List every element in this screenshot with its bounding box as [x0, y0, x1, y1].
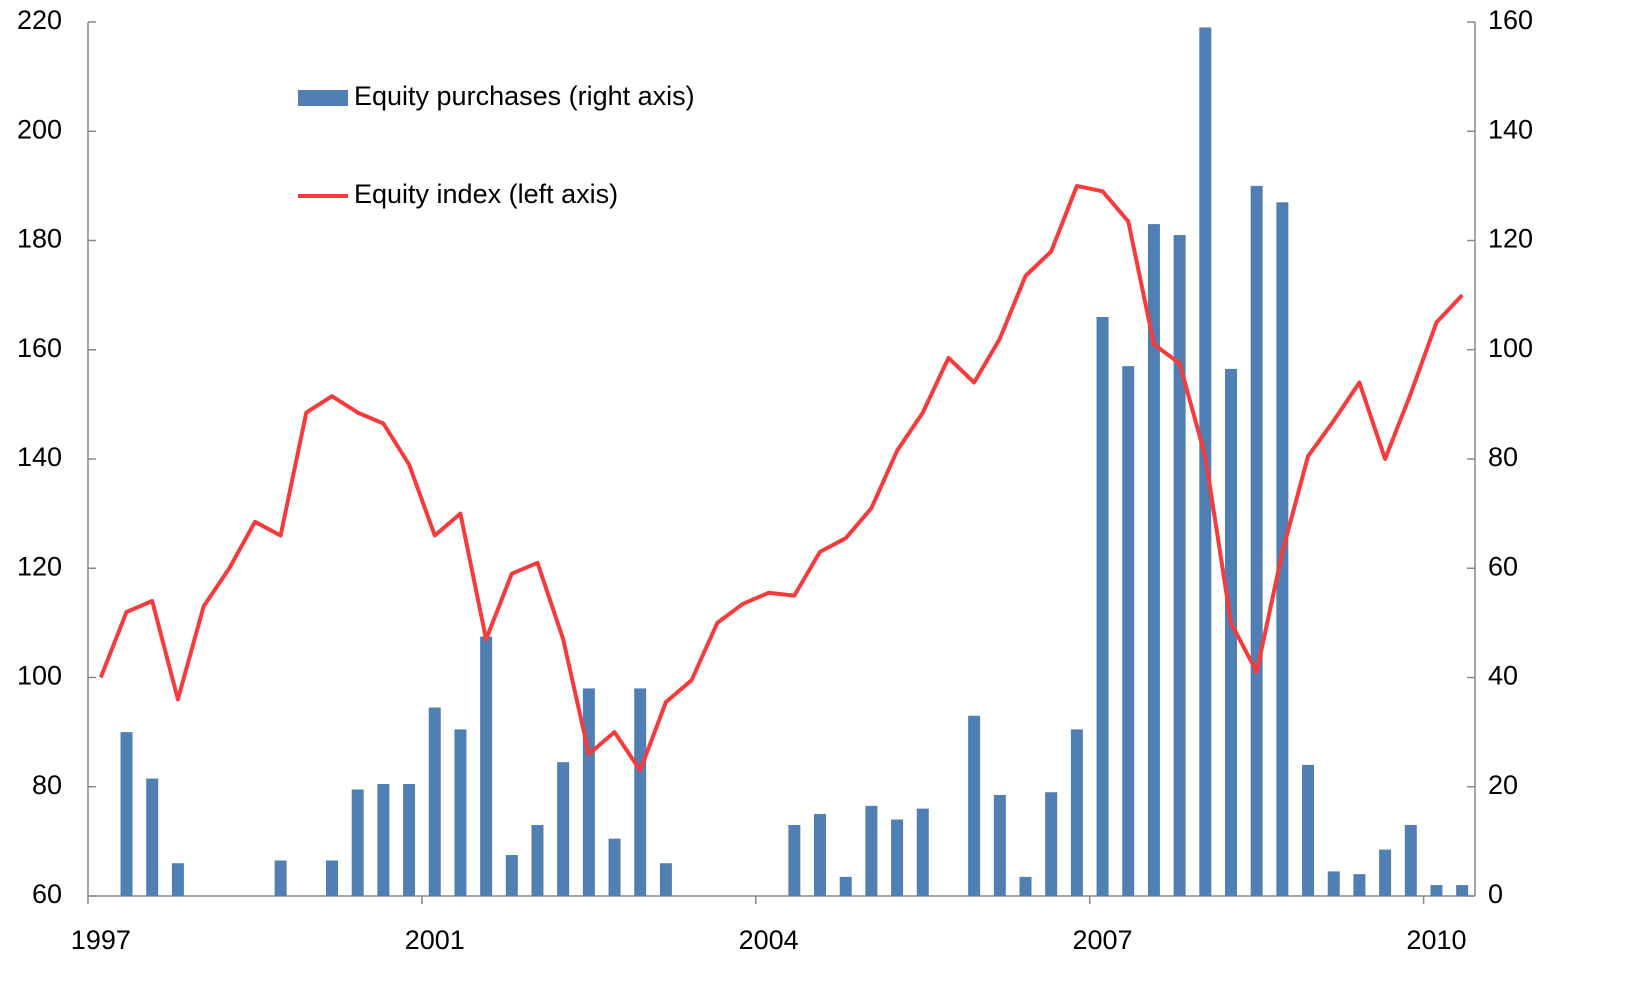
bar [582, 688, 595, 896]
bar [1096, 316, 1109, 897]
bar [839, 876, 852, 896]
y2-tick-label: 100 [1488, 333, 1533, 363]
bar [377, 784, 390, 896]
bar [557, 762, 570, 896]
bar [865, 805, 878, 896]
bar [1173, 235, 1186, 897]
line [98, 183, 1464, 773]
y2-tick-label: 60 [1488, 551, 1518, 581]
bar [1379, 849, 1392, 896]
bar [480, 636, 493, 896]
bar [1250, 185, 1263, 896]
bar [788, 824, 801, 896]
x-tick-label: 1997 [71, 925, 131, 955]
bar [146, 778, 159, 896]
y2-tick-label: 120 [1488, 224, 1533, 254]
y-tick-label: 60 [32, 879, 62, 909]
bar [1045, 792, 1058, 896]
x-tick-label: 2010 [1406, 925, 1466, 955]
bar [1353, 874, 1366, 896]
y-tick-label: 120 [17, 551, 62, 581]
bar [505, 855, 518, 896]
bar [120, 732, 133, 896]
bar [1224, 368, 1237, 896]
bar [1327, 871, 1340, 896]
bar [891, 819, 904, 896]
bar [1430, 885, 1443, 896]
bar [351, 789, 364, 896]
y2-tick-label: 20 [1488, 770, 1518, 800]
bar [1070, 729, 1083, 896]
bar [916, 808, 929, 896]
bar [171, 863, 184, 896]
y2-tick-label: 0 [1488, 879, 1503, 909]
bar [1302, 764, 1315, 896]
y2-tick-label: 40 [1488, 661, 1518, 691]
bar [659, 863, 672, 896]
bar [1147, 224, 1160, 897]
y2-tick-label: 140 [1488, 114, 1533, 144]
bar [1122, 366, 1135, 896]
y-tick-label: 160 [17, 333, 62, 363]
bar [1404, 824, 1417, 896]
bar [1019, 876, 1032, 896]
y-tick-label: 100 [17, 661, 62, 691]
y2-tick-label: 80 [1488, 442, 1518, 472]
bar [531, 824, 544, 896]
bar [428, 707, 441, 896]
y-tick-label: 220 [17, 5, 62, 35]
y-tick-label: 200 [17, 114, 62, 144]
y2-tick-label: 160 [1488, 5, 1533, 35]
x-tick-label: 2007 [1073, 925, 1133, 955]
bar [968, 715, 981, 896]
x-tick-label: 2001 [405, 925, 465, 955]
x-tick-label: 2004 [739, 925, 799, 955]
bar [326, 860, 339, 896]
y-tick-label: 140 [17, 442, 62, 472]
bar [403, 784, 416, 896]
bar [634, 688, 647, 896]
y-tick-label: 80 [32, 770, 62, 800]
legend-label: Equity purchases (right axis) [354, 81, 695, 111]
bar [1456, 885, 1469, 896]
bar [274, 860, 287, 896]
bar [814, 814, 827, 896]
bar [608, 838, 621, 896]
legend-label: Equity index (left axis) [354, 179, 618, 209]
bar [993, 794, 1006, 896]
legend-swatch [298, 90, 348, 106]
y-tick-label: 180 [17, 224, 62, 254]
bar [454, 729, 467, 896]
